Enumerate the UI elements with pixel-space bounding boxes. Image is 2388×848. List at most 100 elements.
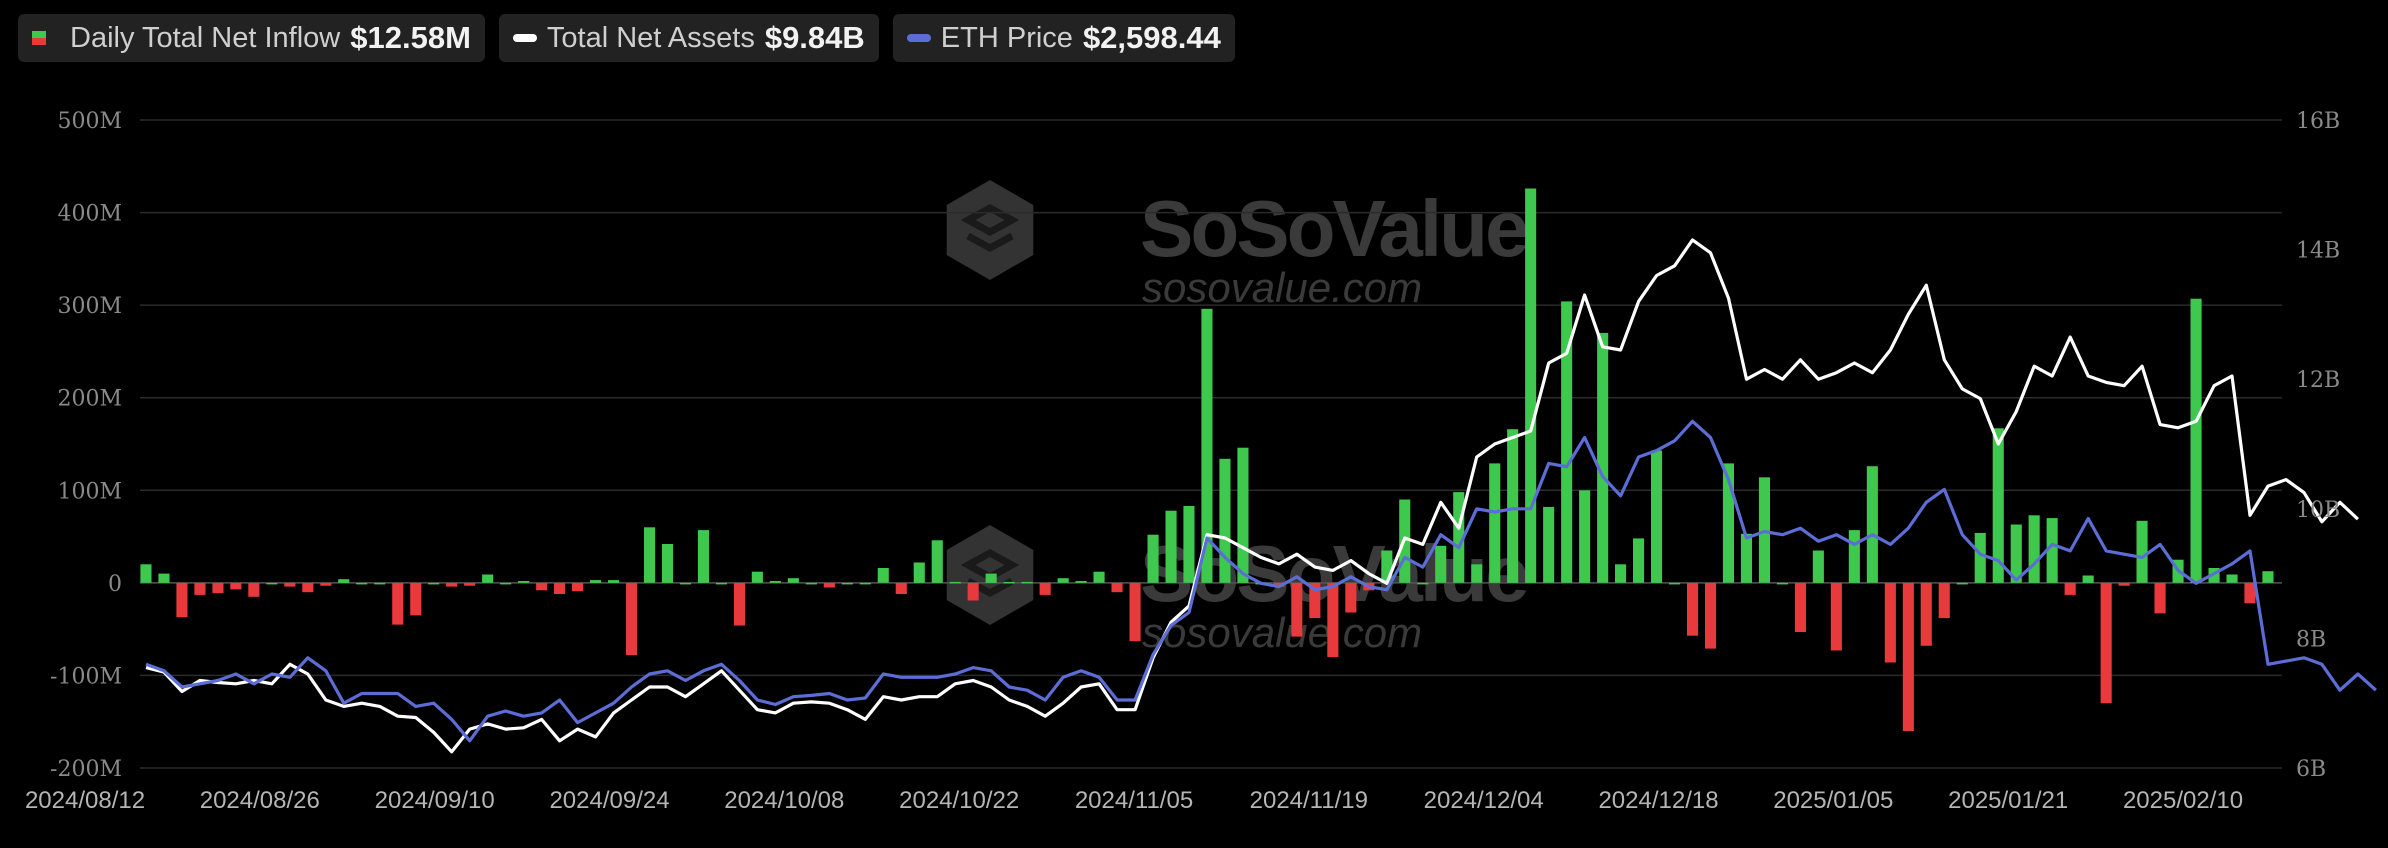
legend-value: $12.58M <box>350 20 471 55</box>
right-axis: 16B 14B 12B 10B 8B 6B <box>2296 109 2340 782</box>
inflow-bar <box>2064 582 2076 595</box>
right-axis-tick-label: 8B <box>2296 627 2326 652</box>
inflow-bar <box>1722 463 1734 583</box>
inflow-bar <box>284 582 296 587</box>
x-axis-tick-label: 2024/11/19 <box>1250 787 1368 814</box>
inflow-bar <box>158 573 170 583</box>
bar-swatch-icon <box>32 31 46 45</box>
inflow-bar <box>644 527 656 583</box>
inflow-bar <box>572 582 584 592</box>
inflow-bar <box>392 582 404 625</box>
inflow-bar <box>1237 447 1249 583</box>
inflow-bar <box>2100 582 2112 704</box>
inflow-bar <box>1740 533 1752 583</box>
left-axis-tick-label: 400M <box>57 202 122 227</box>
inflow-bar <box>1273 582 1285 587</box>
left-axis-tick-label: 500M <box>57 109 122 134</box>
inflow-bar <box>1111 582 1123 593</box>
inflow-bar <box>482 574 494 583</box>
x-axis-tick-label: 2024/09/10 <box>375 787 495 814</box>
watermark-layer: SoSoValuesosovalue.comSoSoValuesosovalue… <box>946 180 1530 656</box>
legend-chip-eth-price[interactable]: ETH Price $2,598.44 <box>892 14 1235 62</box>
left-axis: 500M 400M 300M 200M 100M 0 -100M -200M <box>50 109 122 782</box>
inflow-bar <box>464 582 476 586</box>
inflow-bar <box>1884 582 1896 663</box>
inflow-bar <box>1417 582 1429 585</box>
left-axis-tick-label: 0 <box>108 572 122 597</box>
inflow-bar <box>536 582 548 591</box>
inflow-bar <box>1776 582 1788 585</box>
inflow-bar <box>248 582 260 597</box>
inflow-bar <box>1165 510 1177 583</box>
right-axis-tick-label: 6B <box>2296 757 2326 782</box>
inflow-bar <box>1992 428 2004 583</box>
inflow-bar <box>2010 524 2022 583</box>
legend-label: Daily Total Net Inflow <box>70 21 341 54</box>
inflow-bar <box>1597 332 1609 583</box>
left-axis-tick-label: 200M <box>57 387 122 412</box>
inflow-bar <box>733 582 745 626</box>
inflow-bar <box>2262 571 2274 583</box>
inflow-bar <box>1057 578 1069 583</box>
left-axis-tick-label: 100M <box>57 479 122 504</box>
inflow-bar <box>823 582 835 588</box>
inflow-bar <box>1003 581 1015 584</box>
inflow-bar <box>1021 581 1033 584</box>
inflow-bar <box>1453 492 1465 583</box>
inflow-bar <box>1129 582 1141 642</box>
inflow-bar <box>1866 466 1878 583</box>
x-axis-tick-label: 2024/10/08 <box>724 787 844 814</box>
right-axis-tick-label: 14B <box>2296 239 2340 264</box>
inflow-bar <box>2082 575 2094 583</box>
inflow-bar <box>410 582 422 616</box>
series-lines <box>145 238 2377 754</box>
inflow-bar <box>877 568 889 583</box>
inflow-bar <box>805 582 817 585</box>
x-axis: 2024/08/12 2024/08/26 2024/09/10 2024/09/24… <box>25 787 2243 814</box>
inflow-bar <box>590 580 602 583</box>
inflow-bar <box>1615 564 1627 583</box>
inflow-bar <box>787 578 799 583</box>
x-axis-tick-label: 2024/11/05 <box>1075 787 1193 814</box>
inflow-bar <box>608 580 620 583</box>
x-axis-tick-label: 2024/08/12 <box>25 787 145 814</box>
inflow-bar <box>1651 450 1663 583</box>
inflow-bar <box>1902 582 1914 731</box>
inflow-bar <box>1938 582 1950 619</box>
inflow-bar <box>446 582 458 587</box>
legend-chip-net-inflow[interactable]: Daily Total Net Inflow $12.58M <box>18 14 485 62</box>
inflow-bar <box>949 581 961 584</box>
inflow-bar <box>266 582 278 585</box>
legend-value: $2,598.44 <box>1082 20 1221 55</box>
inflow-bar <box>140 564 152 583</box>
x-axis-tick-label: 2025/01/21 <box>1948 787 2068 814</box>
inflow-bar <box>1579 490 1591 583</box>
x-axis-tick-label: 2024/09/24 <box>549 787 669 814</box>
inflow-bar <box>1848 530 1860 583</box>
inflow-bar <box>841 582 853 585</box>
inflow-bar <box>1075 581 1087 583</box>
inflow-bar <box>374 582 386 585</box>
legend-chip-total-net-assets[interactable]: Total Net Assets $9.84B <box>498 14 879 62</box>
watermark-brand: SoSoValue <box>1140 184 1527 273</box>
inflow-bar <box>697 530 709 583</box>
inflow-bar <box>428 582 440 585</box>
line-swatch-icon <box>906 34 931 42</box>
x-axis-tick-label: 2024/10/22 <box>899 787 1019 814</box>
inflow-bar <box>518 581 530 583</box>
inflow-bar <box>859 582 871 585</box>
inflow-bar <box>2046 518 2058 583</box>
inflow-bar <box>751 571 763 583</box>
inflow-bar <box>626 582 638 656</box>
inflow-bar <box>2154 582 2166 614</box>
inflow-bar <box>1093 571 1105 583</box>
inflow-bar <box>1039 582 1051 595</box>
inflow-bar <box>212 582 224 594</box>
inflow-bar <box>715 582 727 585</box>
inflow-bar <box>1543 506 1555 583</box>
inflow-bar <box>230 582 242 590</box>
inflow-bars <box>140 188 2274 731</box>
inflow-bar <box>1489 463 1501 583</box>
